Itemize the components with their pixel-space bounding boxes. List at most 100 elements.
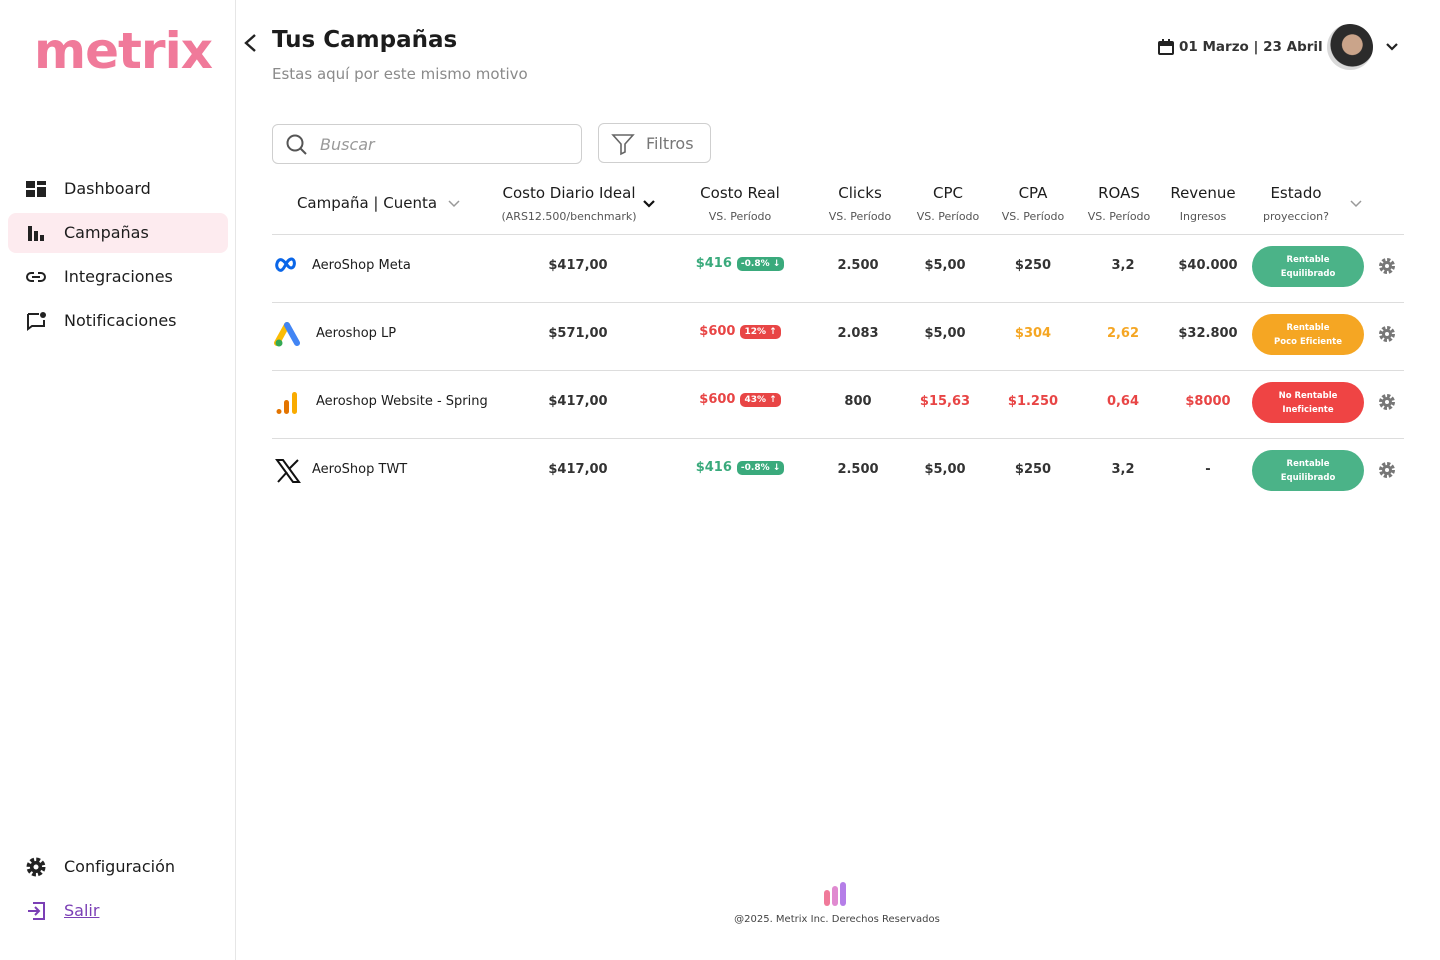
search-placeholder: Buscar xyxy=(320,135,375,154)
icon xyxy=(448,200,460,208)
back-button[interactable] xyxy=(240,32,260,58)
date-range[interactable]: 01 Marzo | 23 Abril xyxy=(1179,39,1323,55)
settings-link[interactable]: Configuración xyxy=(64,857,176,876)
icon xyxy=(1379,326,1395,342)
status-pill: No Rentable Ineficiente xyxy=(1252,382,1364,423)
nav-item[interactable]: Dashboard xyxy=(64,179,151,198)
column-title: Clicks xyxy=(838,184,882,202)
change-badge: -0.8% ↓ xyxy=(736,460,785,475)
column-subtitle: VS. Período xyxy=(828,210,892,223)
page-subtitle: Estas aquí por este mismo motivo xyxy=(272,65,528,83)
column-subtitle: VS. Período xyxy=(1001,210,1065,223)
icon xyxy=(1379,258,1395,274)
cell-real: $600 43% ↑ xyxy=(640,392,840,407)
copyright: @2025. Metrix Inc. Derechos Reservados xyxy=(734,914,940,925)
metric-cell: $15,63 xyxy=(919,394,971,409)
page-title: Tus Campañas xyxy=(272,27,458,53)
search-box[interactable]: Buscar xyxy=(272,124,582,164)
footer-logo xyxy=(823,881,853,911)
metric-cell: $5,00 xyxy=(924,462,966,477)
icon xyxy=(27,312,46,331)
cell-ideal: $417,00 xyxy=(548,394,608,409)
metric-cell: $1.250 xyxy=(1007,394,1059,409)
nav-item[interactable]: Notificaciones xyxy=(64,311,177,330)
metric-cell: 2.083 xyxy=(837,326,879,341)
column-title: Costo Diario Ideal xyxy=(502,184,636,202)
nav-item[interactable]: Campañas xyxy=(64,223,149,242)
settings-button[interactable] xyxy=(1378,393,1396,415)
nav-icon xyxy=(25,310,47,336)
status-text: Ineficiente xyxy=(1282,404,1334,415)
real-value: $600 xyxy=(699,324,736,339)
search-icon xyxy=(285,133,309,161)
metric-cell: $250 xyxy=(1014,258,1052,273)
metric-cell: 3,2 xyxy=(1111,258,1135,273)
status-text: Rentable xyxy=(1286,322,1330,333)
metric-cell: $40.000 xyxy=(1178,258,1238,273)
column-title: Costo Real xyxy=(700,184,780,202)
icon xyxy=(1350,200,1362,208)
icon xyxy=(1379,394,1395,410)
filter-icon xyxy=(611,132,635,160)
column-subtitle: proyeccion? xyxy=(1263,210,1329,223)
status-pill: Rentable Equilibrado xyxy=(1252,450,1364,491)
metric-cell: 2.500 xyxy=(837,258,879,273)
sidebar xyxy=(0,0,236,960)
settings-button[interactable] xyxy=(1378,325,1396,347)
column-title: Campaña | Cuenta xyxy=(296,194,438,212)
column-subtitle: Ingresos xyxy=(1179,210,1227,223)
metric-cell: $5,00 xyxy=(924,258,966,273)
sort-chevron[interactable] xyxy=(447,196,461,215)
logo: metrix xyxy=(34,22,213,80)
campaign-name[interactable]: Aeroshop Website - Spring xyxy=(316,394,488,409)
sort-chevron[interactable] xyxy=(642,196,656,215)
filters-button[interactable]: Filtros xyxy=(598,123,711,163)
icon xyxy=(276,392,297,414)
status-text: No Rentable xyxy=(1278,390,1338,401)
metric-cell: $250 xyxy=(1014,462,1052,477)
real-value: $416 xyxy=(695,256,732,271)
settings-button[interactable] xyxy=(1378,257,1396,279)
icon xyxy=(643,200,655,208)
logout-link[interactable]: Salir xyxy=(64,901,100,920)
nav-item[interactable]: Integraciones xyxy=(64,267,173,286)
row-divider xyxy=(272,302,1404,303)
icon xyxy=(275,257,296,272)
change-badge: 12% ↑ xyxy=(740,324,781,339)
status-text: Rentable xyxy=(1286,254,1330,265)
metric-cell: $8000 xyxy=(1185,394,1231,409)
metric-cell: $304 xyxy=(1014,326,1052,341)
settings-button[interactable] xyxy=(1378,461,1396,483)
row-icon xyxy=(274,254,302,278)
sort-chevron[interactable] xyxy=(1349,196,1363,215)
nav-active-bg xyxy=(8,213,228,253)
row-divider xyxy=(272,438,1404,439)
icon xyxy=(26,272,46,282)
metric-cell: 2.500 xyxy=(837,462,879,477)
column-subtitle: (ARS12.500/benchmark) xyxy=(501,210,637,223)
campaign-name[interactable]: Aeroshop LP xyxy=(316,326,397,341)
cell-real: $416 -0.8% ↓ xyxy=(640,460,840,475)
column-title: CPC xyxy=(933,184,963,202)
header-divider xyxy=(272,234,1404,235)
row-icon xyxy=(274,458,302,488)
campaign-name[interactable]: AeroShop TWT xyxy=(312,462,408,477)
icon xyxy=(1386,43,1398,51)
metric-cell: $5,00 xyxy=(924,326,966,341)
cell-real: $416 -0.8% ↓ xyxy=(640,256,840,271)
column-title: Revenue xyxy=(1170,184,1236,202)
status-text: Equilibrado xyxy=(1280,268,1336,279)
avatar[interactable] xyxy=(1327,24,1373,70)
nav-icon xyxy=(25,266,47,292)
icon xyxy=(286,134,307,155)
metric-cell: 800 xyxy=(844,394,872,409)
status-pill: Rentable Equilibrado xyxy=(1252,246,1364,287)
calendar-icon xyxy=(1157,38,1175,60)
campaign-name[interactable]: AeroShop Meta xyxy=(312,258,411,273)
icon xyxy=(1158,39,1174,55)
filters-label: Filtros xyxy=(646,134,694,153)
settings-icon xyxy=(25,856,47,882)
profile-chevron[interactable] xyxy=(1384,39,1400,59)
